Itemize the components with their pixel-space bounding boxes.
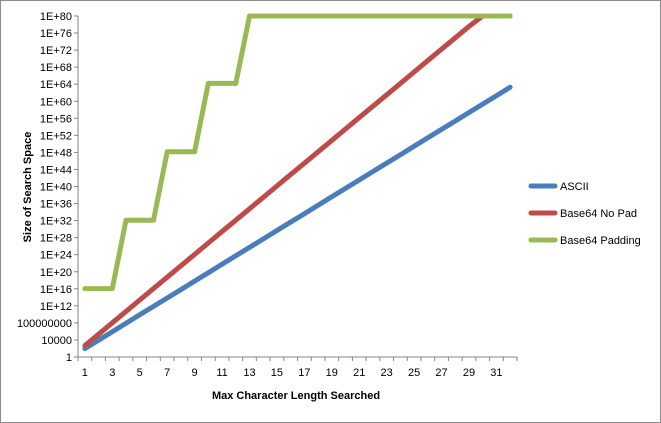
x-tick-label: 31 [490,367,502,379]
y-tick-label: 100000000 [17,318,72,330]
y-tick-label: 1E+56 [40,113,72,125]
x-tick-label: 23 [381,367,393,379]
y-tick-label: 1E+36 [40,199,72,211]
y-tick-label: 1E+32 [40,216,72,228]
y-tick-label: 1E+76 [40,28,72,40]
x-tick-label: 11 [216,367,227,379]
x-tick-label: 27 [435,367,447,379]
y-tick-label: 1E+20 [40,267,72,279]
y-tick-label: 1E+16 [40,284,72,296]
x-tick-label: 29 [463,367,475,379]
y-tick-label: 1E+68 [40,62,72,74]
y-tick-label: 1E+60 [40,96,72,108]
y-tick-label: 1E+80 [40,11,72,23]
y-tick-label: 1E+44 [40,164,72,176]
y-tick-label: 1E+24 [40,250,72,262]
x-axis-title: Max Character Length Searched [212,390,380,402]
x-tick-label: 7 [164,367,170,379]
legend-label: Base64 No Pad [560,208,637,220]
y-tick-label: 1E+28 [40,233,72,245]
y-tick-label: 1E+72 [40,45,72,57]
legend-label: Base64 Padding [560,235,641,247]
x-tick-label: 21 [353,367,365,379]
x-tick-label: 3 [109,367,115,379]
y-tick-label: 1E+48 [40,147,72,159]
legend-label: ASCII [560,181,589,193]
y-tick-label: 10000 [41,335,72,347]
legend: ASCII Base64 No Pad Base64 Padding [528,181,641,247]
x-tick-label: 1 [82,367,88,379]
y-tick-label: 1E+40 [40,182,72,194]
x-tick-label: 5 [137,367,143,379]
x-tick-label: 17 [298,367,310,379]
series-line-ascii [82,84,513,352]
x-tick-label: 15 [271,367,283,379]
x-tick-label: 25 [408,367,420,379]
y-axis-title: Size of Search Space [22,132,34,243]
y-tick-label: 1E+12 [40,301,72,313]
x-tick-label: 9 [192,367,198,379]
plot-area: 1 10000 100000000 1E+12 1E+16 1E+20 1E+24 1E+28… [17,11,518,379]
x-tick-label: 19 [326,367,338,379]
series-line-base64-no-pad [82,13,513,349]
series-line-base64-padding [82,13,513,292]
y-tick-label: 1E+52 [40,130,72,142]
x-tick-label: 13 [243,367,255,379]
y-tick-label: 1 [66,352,72,364]
y-tick-label: 1E+64 [40,79,72,91]
series-layer [82,13,513,352]
